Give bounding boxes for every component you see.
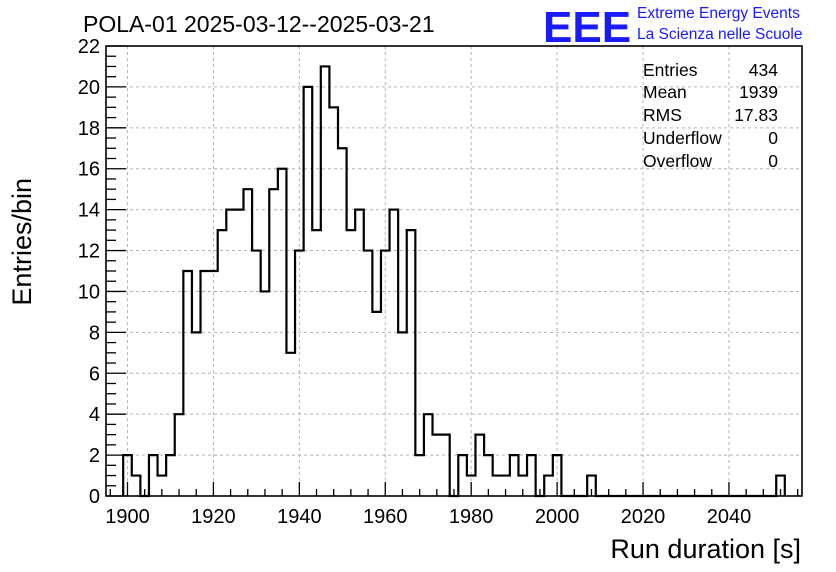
- histogram-bin: [475, 435, 484, 496]
- x-tick-label: 2000: [535, 506, 580, 528]
- histogram-bin: [175, 414, 184, 496]
- chart-title: POLA-01 2025-03-12--2025-03-21: [83, 11, 435, 37]
- stats-underflow-label: Underflow: [643, 128, 722, 148]
- histogram-bin: [338, 148, 347, 496]
- stats-underflow-value: 0: [768, 128, 778, 148]
- histogram-bin: [312, 230, 321, 496]
- histogram-bin: [527, 455, 536, 496]
- histogram-bin: [269, 189, 278, 496]
- x-axis-title: Run duration [s]: [610, 534, 801, 564]
- histogram-bin: [544, 476, 553, 496]
- x-tick-label: 1900: [105, 506, 150, 528]
- histogram-bin: [243, 189, 252, 496]
- histogram-bin: [304, 87, 313, 496]
- grid-layer: [106, 46, 802, 496]
- axes-layer: 1900 1920 1940 1960 1980 2000 2020 204002468101…: [78, 36, 799, 528]
- stats-overflow-value: 0: [768, 151, 778, 171]
- logo-letters: EEE: [543, 3, 631, 52]
- y-tick-label: 12: [78, 241, 100, 263]
- y-tick-label: 4: [89, 404, 100, 426]
- histogram-bin: [261, 291, 270, 496]
- histogram-bin: [286, 353, 295, 496]
- y-tick-label: 8: [89, 322, 100, 344]
- eee-logo: EEE Extreme Energy Events La Scienza nel…: [543, 3, 802, 52]
- histogram-bin: [381, 251, 390, 496]
- stats-rms-label: RMS: [643, 105, 682, 125]
- stats-box: Entries 434 Mean 1939 RMS 17.83 Underflo…: [643, 60, 778, 171]
- stats-entries-value: 434: [749, 60, 778, 80]
- histogram-bin: [226, 210, 235, 496]
- y-tick-label: 14: [78, 200, 100, 222]
- histogram-bin: [218, 230, 227, 496]
- histogram-bin: [192, 332, 201, 496]
- histogram-bin: [347, 230, 356, 496]
- x-tick-label: 2040: [707, 506, 752, 528]
- y-tick-label: 2: [89, 445, 100, 467]
- y-tick-label: 6: [89, 363, 100, 385]
- plot-frame: [105, 45, 803, 497]
- x-tick-label: 1980: [449, 506, 494, 528]
- logo-line-2: La Scienza nelle Scuole: [637, 26, 802, 43]
- histogram-bin: [433, 435, 442, 496]
- logo-line-1: Extreme Energy Events: [637, 5, 800, 22]
- histogram-bin: [510, 455, 519, 496]
- histogram-bin: [209, 271, 218, 496]
- x-tick-label: 1920: [191, 506, 236, 528]
- histogram-bin: [252, 251, 261, 496]
- y-tick-label: 22: [78, 36, 100, 58]
- stats-overflow-label: Overflow: [643, 151, 712, 171]
- histogram-bin: [149, 455, 158, 496]
- histogram-bin: [390, 210, 399, 496]
- stats-mean-label: Mean: [643, 82, 687, 102]
- histogram-bin: [424, 414, 433, 496]
- x-tick-label: 1940: [277, 506, 322, 528]
- y-tick-label: 0: [89, 486, 100, 508]
- y-tick-label: 10: [78, 281, 100, 303]
- stats-rms-value: 17.83: [734, 105, 778, 125]
- histogram-bin: [398, 332, 407, 496]
- histogram-bin: [278, 169, 287, 496]
- y-tick-label: 18: [78, 118, 100, 140]
- histogram-bin: [321, 66, 330, 496]
- histogram-bin: [183, 271, 192, 496]
- x-tick-label: 1960: [363, 506, 408, 528]
- histogram-bin: [201, 271, 210, 496]
- stats-mean-value: 1939: [739, 82, 778, 102]
- histogram-bin: [132, 476, 141, 496]
- histogram-bin: [355, 210, 364, 496]
- histogram-bin: [295, 251, 304, 496]
- histogram-bin: [458, 455, 467, 496]
- histogram-bin: [329, 107, 338, 496]
- histogram-bin: [372, 312, 381, 496]
- histogram-bin: [493, 476, 502, 496]
- y-axis-title: Entries/bin: [7, 178, 37, 306]
- histogram-bin: [235, 210, 244, 496]
- x-tick-label: 2020: [621, 506, 666, 528]
- histogram-bin: [407, 230, 416, 496]
- histogram-bin: [364, 251, 373, 496]
- histogram-bin: [441, 435, 450, 496]
- histogram-bin: [166, 455, 175, 496]
- y-tick-label: 16: [78, 159, 100, 181]
- stats-entries-label: Entries: [643, 60, 698, 80]
- y-tick-label: 20: [78, 77, 100, 99]
